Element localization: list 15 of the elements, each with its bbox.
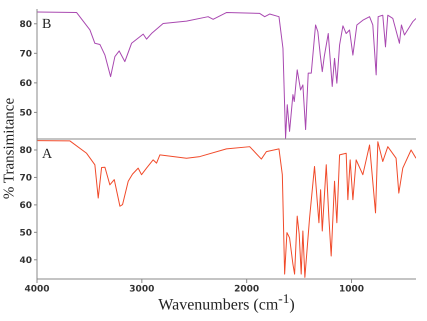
x-tick-label: 4000 [24,284,50,294]
y-tick-label: 60 [19,201,32,212]
annotation: A [42,147,52,163]
y-tick-label: 80 [19,20,32,30]
y-tick-label: 50 [19,108,32,119]
y-tick-label: 60 [19,79,32,90]
y-axis-title: % Transimitance [2,96,18,202]
x-tick-label: 1000 [338,284,364,294]
y-tick-label: 70 [19,174,32,184]
x-tick-label: 3000 [129,284,154,294]
annotation: B [42,17,52,33]
y-tick-label: 40 [19,256,32,266]
y-tick-label: 70 [19,50,32,60]
y-tick-label: 80 [19,146,32,156]
y-tick-label: 50 [19,228,32,239]
